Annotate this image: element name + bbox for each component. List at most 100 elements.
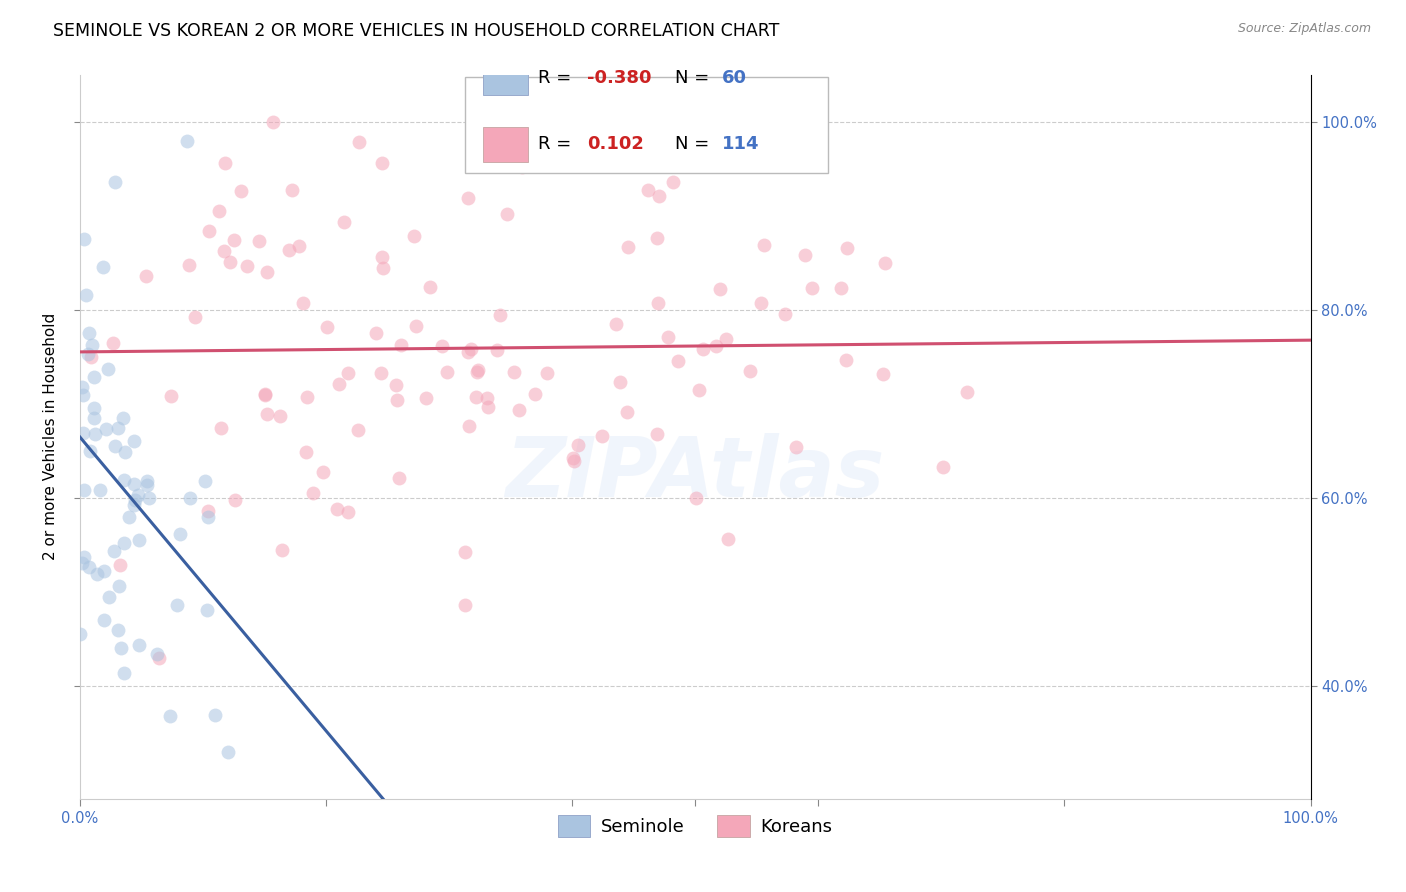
Point: [616, 405, 638, 419]
Point: [502, 365, 524, 379]
Point: [128, 638, 150, 652]
Text: -0.380: -0.380: [586, 69, 651, 87]
Point: [467, 365, 489, 379]
Text: 60: 60: [723, 69, 747, 87]
Point: [269, 409, 291, 424]
Point: [169, 526, 191, 541]
Point: [281, 183, 304, 197]
Point: [685, 491, 707, 505]
Point: [316, 319, 339, 334]
Point: [605, 317, 627, 331]
Point: [704, 338, 727, 352]
Point: [204, 707, 226, 722]
Point: [83, 370, 105, 384]
Point: [749, 295, 772, 310]
Point: [617, 240, 640, 254]
Point: [609, 375, 631, 389]
Point: [385, 378, 408, 392]
Point: [404, 229, 426, 244]
Point: [536, 366, 558, 380]
Text: N =: N =: [675, 136, 716, 153]
Point: [114, 445, 136, 459]
Point: [176, 134, 198, 148]
Point: [457, 191, 479, 205]
Point: [73, 550, 96, 565]
Point: [465, 390, 488, 404]
Point: [86, 566, 108, 581]
Point: [302, 486, 325, 500]
Point: [72, 388, 94, 402]
Point: [75, 287, 97, 301]
Point: [214, 156, 236, 170]
Point: [166, 598, 188, 612]
Point: [262, 115, 284, 129]
Point: [637, 183, 659, 197]
Point: [709, 282, 731, 296]
Point: [872, 368, 894, 382]
Point: [108, 578, 131, 592]
Point: [111, 411, 134, 425]
Point: [460, 342, 482, 356]
Point: [291, 296, 314, 310]
Point: [647, 231, 669, 245]
Point: [135, 269, 157, 284]
Point: [508, 403, 530, 417]
Point: [405, 318, 427, 333]
Point: [385, 393, 408, 408]
Point: [256, 265, 278, 279]
Point: [477, 400, 499, 414]
Point: [436, 365, 458, 379]
Point: [112, 666, 135, 681]
Point: [773, 307, 796, 321]
Point: [692, 342, 714, 356]
FancyBboxPatch shape: [465, 77, 828, 172]
Point: [104, 175, 127, 189]
Point: [754, 238, 776, 252]
Point: [346, 423, 368, 437]
Text: N =: N =: [675, 69, 716, 87]
Point: [567, 438, 589, 452]
Point: [80, 338, 103, 352]
Point: [122, 434, 145, 449]
Point: [873, 256, 896, 270]
Point: [432, 338, 454, 352]
Point: [364, 326, 387, 340]
Point: [297, 390, 319, 404]
Point: [198, 224, 221, 238]
Point: [388, 470, 411, 484]
Point: [72, 379, 94, 393]
Point: [93, 614, 115, 628]
Point: [647, 189, 669, 203]
Point: [197, 504, 219, 518]
Point: [800, 281, 823, 295]
Point: [236, 259, 259, 273]
Point: [419, 279, 441, 293]
Point: [496, 207, 519, 221]
Point: [835, 241, 858, 255]
Point: [72, 425, 94, 440]
Point: [177, 258, 200, 272]
FancyBboxPatch shape: [484, 127, 527, 161]
Point: [112, 473, 135, 487]
Point: [688, 383, 710, 397]
Point: [956, 385, 979, 400]
Point: [146, 647, 169, 661]
Point: [195, 602, 218, 616]
Point: [84, 427, 107, 442]
Point: [457, 344, 479, 359]
Point: [591, 429, 613, 443]
Point: [295, 444, 318, 458]
Point: [135, 478, 157, 492]
Point: [564, 454, 586, 468]
Point: [219, 254, 242, 268]
Point: [107, 623, 129, 637]
Point: [932, 460, 955, 475]
Point: [107, 420, 129, 434]
Point: [467, 362, 489, 376]
Point: [124, 498, 146, 512]
FancyBboxPatch shape: [484, 61, 527, 95]
Point: [148, 650, 170, 665]
Point: [124, 493, 146, 508]
Point: [77, 560, 100, 574]
Text: R =: R =: [537, 69, 576, 87]
